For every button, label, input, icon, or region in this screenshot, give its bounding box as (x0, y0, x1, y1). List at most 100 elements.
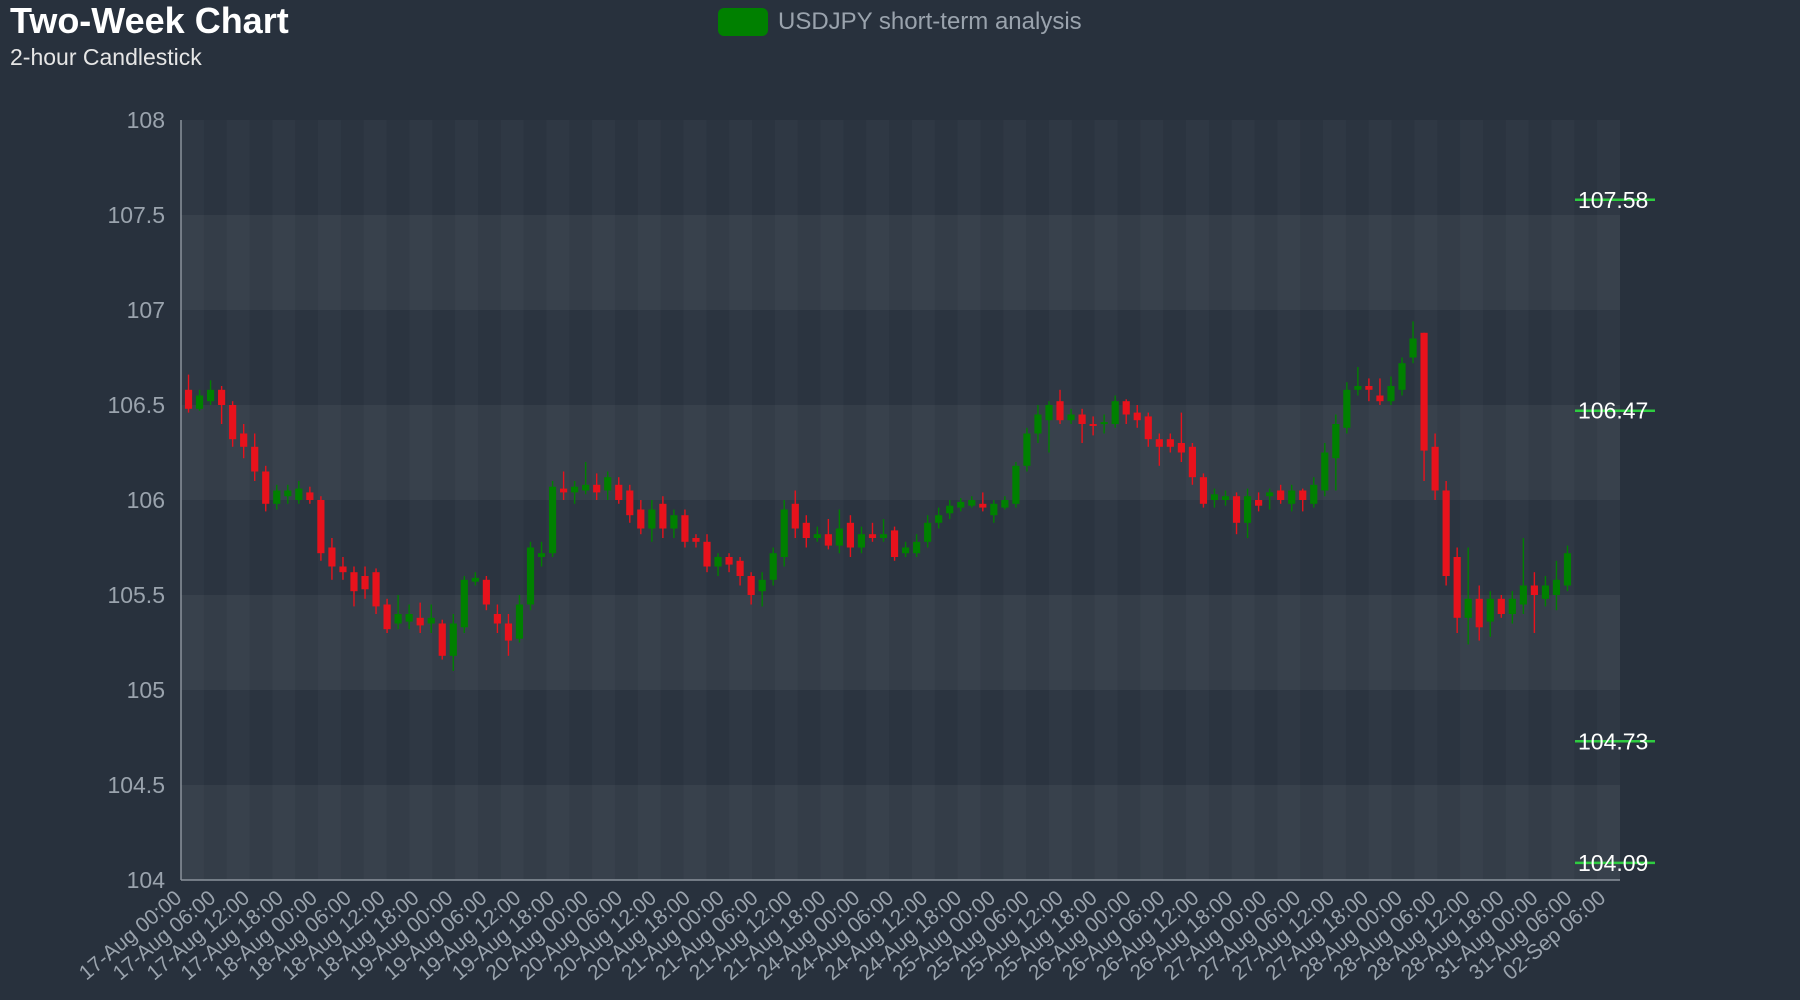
vertical-band (181, 120, 204, 880)
candle-body (968, 500, 976, 506)
horizontal-band (181, 690, 1620, 785)
vertical-band (866, 120, 889, 880)
candle-body (184, 389, 193, 409)
candle-body (681, 515, 689, 542)
level-label: 106.47 (1578, 398, 1648, 424)
candle-body (416, 617, 424, 626)
y-tick-label: 106.5 (107, 392, 165, 418)
vertical-band (775, 120, 798, 880)
candle-body (218, 389, 226, 405)
candle-body (648, 509, 656, 529)
candle-body (1155, 439, 1163, 447)
horizontal-band (181, 120, 1620, 215)
candle-body (1023, 433, 1031, 466)
candle-body (317, 500, 325, 554)
candle-body (670, 515, 678, 529)
candle-body (1133, 412, 1141, 421)
legend-swatch (718, 8, 768, 36)
candle-body (1552, 579, 1561, 595)
vertical-band (821, 120, 844, 880)
candle-body (560, 488, 568, 493)
candle-body (515, 604, 524, 639)
candle-body (846, 522, 855, 548)
candle-body (924, 522, 932, 542)
chart-title: Two-Week Chart (10, 0, 289, 41)
candle-body (1277, 490, 1285, 500)
candle-body (1398, 363, 1406, 390)
candle-body (1343, 389, 1351, 428)
candle-body (946, 505, 954, 514)
y-tick-label: 104 (127, 867, 166, 893)
vertical-band (1049, 120, 1072, 880)
candle-body (350, 572, 358, 592)
candle-body (1321, 452, 1329, 491)
candle-body (284, 490, 292, 497)
candle-body (229, 405, 237, 440)
candles (184, 321, 1572, 671)
level-label: 104.73 (1578, 728, 1648, 754)
candle-body (736, 560, 744, 576)
candle-body (1442, 490, 1450, 576)
y-tick-label: 104.5 (107, 772, 165, 798)
candle-body (1519, 585, 1527, 605)
vertical-band (1506, 120, 1529, 880)
candle-body (537, 553, 546, 557)
vertical-band (1460, 120, 1483, 880)
candle-body (295, 488, 303, 500)
candle-body (1056, 401, 1064, 421)
candle-body (460, 579, 468, 628)
y-tick-label: 108 (127, 107, 165, 133)
candle-body (1310, 484, 1318, 504)
candle-body (449, 623, 457, 656)
legend-label: USDJPY short-term analysis (778, 8, 1082, 35)
candle-body (615, 484, 623, 500)
y-tick-label: 105 (127, 677, 165, 703)
plot-background (181, 120, 1620, 880)
candle-body (835, 528, 843, 546)
candle-body (1089, 424, 1097, 426)
horizontal-band (181, 785, 1620, 880)
candle-body (1210, 494, 1219, 500)
candle-body (604, 477, 612, 491)
candle-body (1199, 477, 1208, 504)
candle-body (747, 576, 755, 595)
candle-body (361, 576, 369, 590)
candle-body (571, 486, 579, 493)
candle-body (206, 389, 215, 402)
candle-body (383, 604, 391, 630)
candle-body (372, 572, 380, 607)
vertical-band (227, 120, 250, 880)
candle-body (1530, 585, 1538, 595)
candle-body (1111, 401, 1119, 424)
candle-body (1508, 598, 1516, 614)
candle-body (913, 541, 921, 554)
candle-body (1232, 496, 1241, 523)
candle-body (582, 484, 590, 491)
candle-body (1100, 422, 1108, 425)
y-tick-label: 107 (127, 297, 165, 323)
candle-body (1012, 465, 1020, 504)
horizontal-band (181, 405, 1620, 500)
chart-subtitle: 2-hour Candlestick (10, 44, 202, 70)
candle-body (1464, 598, 1472, 618)
candle-body (482, 579, 490, 605)
candle-body (990, 503, 998, 516)
vertical-band (1140, 120, 1163, 880)
candle-body (1243, 496, 1252, 523)
candle-body (1541, 585, 1550, 599)
candle-body (1486, 598, 1494, 622)
vertical-band (1414, 120, 1437, 880)
vertical-band (1323, 120, 1346, 880)
candle-body (1475, 598, 1483, 628)
candle-body (1354, 386, 1362, 390)
horizontal-band (181, 500, 1620, 595)
candle-body (273, 490, 281, 504)
candle-body (306, 492, 314, 500)
vertical-band (455, 120, 478, 880)
candle-body (471, 577, 479, 582)
candle-body (405, 614, 413, 622)
candle-body (659, 503, 667, 529)
candle-body (1420, 332, 1428, 451)
chart-legend[interactable]: USDJPY short-term analysis (718, 8, 1082, 36)
candle-body (1001, 500, 1009, 508)
